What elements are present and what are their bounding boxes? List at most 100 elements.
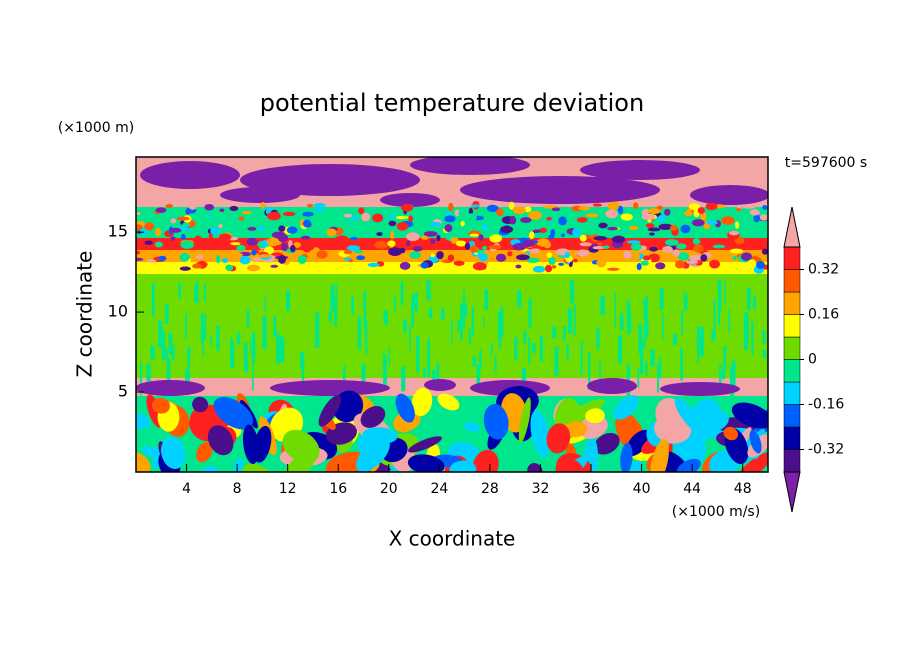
contour-region <box>661 312 664 340</box>
colorbar-band <box>783 426 801 450</box>
contour-region <box>761 248 768 255</box>
contour-region <box>469 233 480 237</box>
contour-region <box>554 346 559 376</box>
contour-region <box>165 347 168 360</box>
contour-region <box>423 367 426 378</box>
contour-region <box>637 368 640 388</box>
contour-region <box>585 408 605 424</box>
contour-region <box>686 207 692 217</box>
contour-region <box>188 202 197 210</box>
contour-region <box>681 309 684 335</box>
contour-region <box>318 394 341 427</box>
contour-region <box>290 244 296 253</box>
contour-region <box>558 216 567 226</box>
x-tick-label: 20 <box>380 481 398 497</box>
contour-region <box>423 231 438 237</box>
colorbar-band <box>783 404 801 428</box>
contour-region <box>220 187 300 203</box>
contour-region <box>155 207 167 213</box>
contour-region <box>719 364 722 388</box>
contour-region <box>676 243 687 250</box>
contour-region <box>401 366 406 392</box>
contour-region <box>179 252 190 262</box>
contour-region <box>412 246 423 252</box>
contour-region <box>450 318 453 343</box>
contour-region <box>611 235 626 244</box>
y-unit: (×1000 m) <box>58 120 134 136</box>
contour-region <box>315 206 324 213</box>
contour-region <box>580 160 700 180</box>
contour-region <box>411 387 433 417</box>
contour-region <box>494 356 497 374</box>
colorbar-band <box>783 291 801 315</box>
contour-region <box>613 395 639 420</box>
colorbar-band <box>783 336 801 360</box>
contour-region <box>306 203 314 208</box>
contour-region <box>396 221 409 231</box>
contour-region <box>555 458 584 472</box>
contour-region <box>184 313 187 340</box>
colorbar-band <box>783 381 801 405</box>
contour-region <box>356 255 366 261</box>
contour-region <box>316 250 328 259</box>
contour-region <box>580 341 583 375</box>
contour-region <box>343 365 346 385</box>
contour-region <box>753 295 756 310</box>
contour-region <box>252 257 262 262</box>
contour-region <box>300 235 311 240</box>
contour-region <box>302 246 312 253</box>
contour-region <box>276 233 289 242</box>
contour-region <box>178 282 181 298</box>
contour-region <box>749 429 762 454</box>
contour-region <box>407 436 442 453</box>
contour-region <box>672 249 680 257</box>
contour-region <box>252 332 256 363</box>
contour-region <box>416 335 420 373</box>
contour-region <box>463 421 480 433</box>
contour-region <box>216 254 221 264</box>
contour-region <box>326 228 337 237</box>
contour-region <box>552 326 557 339</box>
contour-region <box>286 290 291 311</box>
contour-region <box>639 340 644 375</box>
contour-region <box>495 253 507 262</box>
contour-region <box>742 205 756 209</box>
contour-region <box>270 252 283 256</box>
contour-region <box>697 327 700 348</box>
contour-region <box>407 454 445 472</box>
contour-region <box>136 250 141 255</box>
contour-region <box>314 242 326 246</box>
contour-region <box>166 358 171 382</box>
contour-region <box>258 224 264 233</box>
contour-region <box>426 280 431 301</box>
contour-region <box>512 206 526 215</box>
contour-region <box>225 264 234 271</box>
contour-region <box>602 245 610 249</box>
contour-region <box>486 204 499 213</box>
x-tick-label: 40 <box>633 481 651 497</box>
contour-region <box>372 213 384 223</box>
colorbar-top <box>783 206 801 248</box>
x-tick-label: 36 <box>582 481 600 497</box>
contour-region <box>650 438 669 472</box>
contour-region <box>721 369 726 380</box>
contour-region <box>276 333 280 364</box>
colorbar-band <box>783 314 801 338</box>
contour-region <box>647 227 661 232</box>
contour-region <box>144 222 155 231</box>
contour-region <box>238 216 245 221</box>
contour-region <box>217 340 220 350</box>
contour-region <box>278 225 286 232</box>
contour-region <box>599 360 601 384</box>
contour-region <box>266 237 280 247</box>
contour-region <box>520 217 532 224</box>
contour-region <box>351 296 354 315</box>
contour-region <box>195 254 204 260</box>
contour-region <box>509 215 517 225</box>
contour-region <box>447 254 455 262</box>
contour-region <box>619 313 624 331</box>
contour-region <box>436 362 440 383</box>
contour-region <box>383 310 388 325</box>
contour-region <box>192 396 209 413</box>
contour-region <box>548 256 556 266</box>
